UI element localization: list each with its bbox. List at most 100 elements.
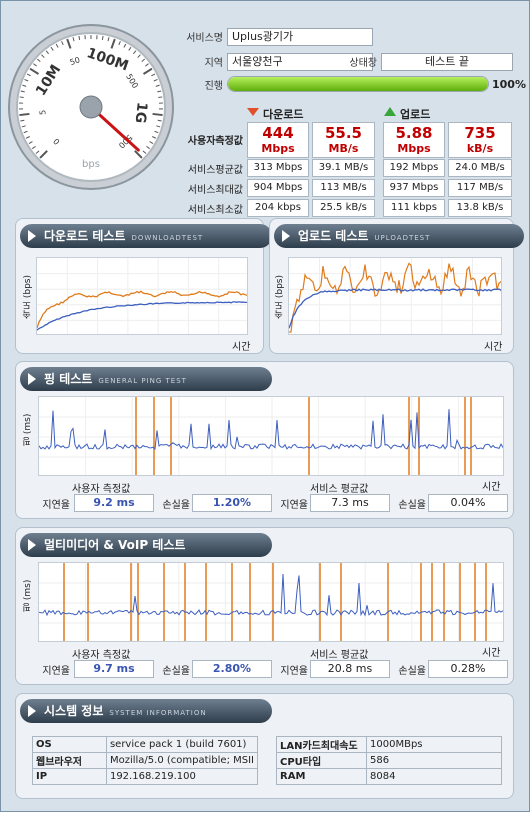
upload-test-title: 업로드 테스트 UPLOADTEST [274,224,524,248]
system-info-value: 586 [366,752,502,769]
voip-user-loss: 2.80% [192,660,272,678]
service-name-label: 서비스명 [186,33,223,44]
speed-row-cell: 192 Mbps [383,159,445,177]
speed-row-cell: 39.1 MB/s [312,159,375,177]
gauge-tick [155,84,160,87]
ping-user-latency-label: 지연율 [42,500,70,511]
system-info-key: 웹브라우저 [32,752,107,769]
speed-row-cell: 904 Mbps [247,179,309,197]
voip-user-loss-label: 손실율 [162,666,190,677]
voip-ylabel: 핑 (ms) [23,579,33,612]
gauge-tick [28,141,33,145]
gauge-label: 0 [52,136,62,146]
system-info-key: CPU타입 [276,752,367,769]
gauge-tick [19,112,30,117]
gauge-tick [156,125,161,128]
voip-user-latency: 9.7 ms [74,660,154,678]
system-info-panel: 시스템 정보 SYSTEM INFORMATION OS service pack … [15,693,514,799]
gauge-tick [41,54,45,58]
gauge-tick [110,38,116,49]
speed-row-cell: 117 MB/s [448,179,512,197]
gauge-unit: bps [82,159,100,170]
system-info-row: IP 192.168.219.100 [32,768,259,785]
ping-service-label: 서비스 평균값 [310,484,369,495]
progress-percent: 100% [492,78,526,91]
gauge-tick [31,145,36,150]
download-test-panel: 다운로드 테스트 DOWNLOADTEST 속도 (bps) 시간 [15,218,272,354]
voip-svc-latency-label: 지연율 [280,666,308,677]
status-field: 테스트 끝 [381,53,513,71]
status-label: 상태창 [349,58,377,69]
system-info-value: 8084 [366,768,502,785]
speed-row-label: 서비스평균값 [187,165,243,176]
gauge-tick [35,150,40,154]
gauge-tick [157,90,162,93]
gauge-tick [154,130,159,134]
upload-header: 업로드 [400,108,431,121]
gauge-tick [24,78,29,82]
user-measure-label: 사용자측정값 [187,136,243,147]
gauge-tick [123,43,127,48]
region-field: 서울양천구 [227,53,373,71]
gauge-tick [141,58,146,63]
user-ul-kbs: 735 kB/s [448,122,512,158]
download-service-series [37,301,247,331]
ping-xlabel: 시간 [482,482,501,493]
speed-row-cell: 24.0 MB/s [448,159,512,177]
ping-test-panel: 핑 테스트 GENERAL PING TEST 핑 (ms) 시간 사용자 측정값… [15,361,514,519]
system-info-title: 시스템 정보 SYSTEM INFORMATION [20,699,272,723]
ping-test-title: 핑 테스트 GENERAL PING TEST [20,367,272,391]
ping-svc-latency-label: 지연율 [280,500,308,511]
gauge-tick [19,96,24,98]
system-info-key: OS [32,736,107,753]
ping-user-latency: 9.2 ms [74,494,154,512]
system-info-right-table: LAN카드최대속도 1000MBps CPU타입 586 RAM 8084 [276,736,502,785]
download-ylabel: 속도 (bps) [23,275,33,319]
ping-svc-loss: 0.04% [428,494,508,512]
gauge-tick [145,63,149,67]
download-arrow-icon [247,108,259,116]
ping-svc-loss-label: 손실율 [398,500,426,511]
download-chart [36,257,248,335]
voip-service-label: 서비스 평균값 [310,650,369,661]
speed-row-cell: 113 MB/s [312,179,375,197]
system-info-key: IP [32,768,107,785]
system-info-value: 192.168.219.100 [105,768,259,785]
system-info-row: 웹브라우저 Mozilla/5.0 (compatible; MSII [32,752,259,769]
upload-ylabel: 속도 (bps) [275,275,285,319]
system-info-row: OS service pack 1 (build 7601) [32,736,259,753]
voip-svc-loss-label: 손실율 [398,666,426,677]
voip-xlabel: 시간 [482,648,501,659]
progress-label: 진행 [204,81,223,92]
gauge-tick [26,73,31,77]
upload-user-series [289,262,501,333]
user-dl-mbps: 444 Mbps [247,122,309,158]
system-info-value: 1000MBps [366,736,502,753]
gauge-tick [39,150,48,159]
progress-fill [228,77,488,91]
gauge-tick [118,41,121,46]
gauge-tick [134,150,143,159]
gauge-tick [128,46,132,51]
gauge-label: 50 [69,55,82,67]
gauge-tick [45,50,49,55]
system-info-row: CPU타입 586 [276,752,502,769]
speed-row-label: 서비스최소값 [187,205,243,216]
voip-chart [38,562,504,642]
gauge-tick [23,130,28,134]
gauge-tick [20,90,25,93]
upload-chart [288,257,502,335]
gauge-tick [133,50,137,55]
upload-service-series [289,288,501,329]
speed-row-cell: 13.8 kB/s [448,199,512,217]
system-info-key: LAN카드최대속도 [276,736,367,753]
gauge-tick [20,119,25,122]
gauge-tick [61,41,64,46]
ping-ylabel: 핑 (ms) [23,413,33,446]
gauge-tick [157,119,162,122]
upload-arrow-icon [384,107,396,116]
gauge-tick [107,37,110,42]
ping-user-loss: 1.20% [192,494,272,512]
gauge-tick [142,67,153,75]
